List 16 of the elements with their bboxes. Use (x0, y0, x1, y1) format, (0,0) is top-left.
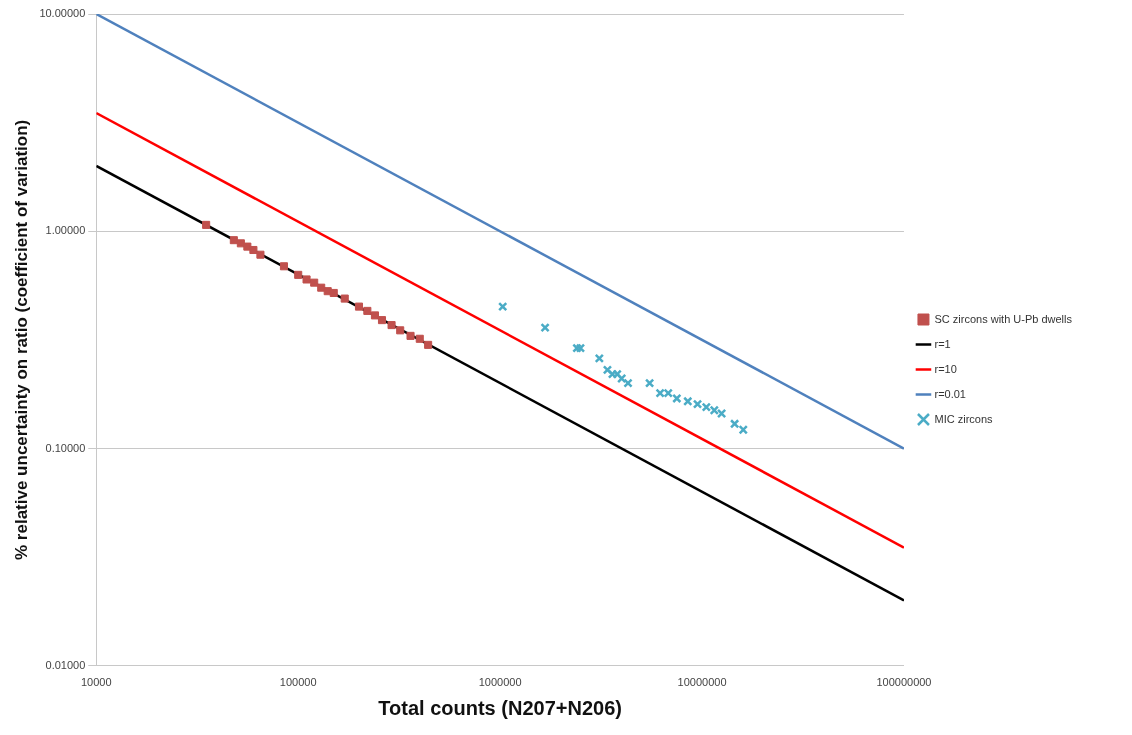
y-tick-label: 0.10000 (45, 441, 86, 454)
legend-label: r=0.01 (934, 387, 966, 400)
x-tick-label: 10000 (80, 676, 112, 689)
x-tick-label: 10000000 (677, 676, 727, 689)
x-tick-label: 1000000 (478, 676, 522, 689)
x-tick-label: 100000 (279, 676, 317, 689)
x-tick-label: 100000000 (876, 676, 932, 689)
x-axis-title: Total counts (N207+N206) (378, 696, 622, 719)
legend-label: SC zircons with U-Pb dwells (934, 312, 1073, 325)
legend-label: r=10 (934, 362, 957, 375)
y-tick-label: 10.00000 (39, 7, 86, 20)
y-tick-label: 0.01000 (45, 658, 86, 671)
y-tick-label: 1.00000 (45, 224, 86, 237)
legend-label: r=1 (934, 337, 951, 350)
legend-label: MIC zircons (934, 412, 994, 425)
y-axis-title: % relative uncertainty on ratio (coefficient of variation) (11, 119, 31, 560)
